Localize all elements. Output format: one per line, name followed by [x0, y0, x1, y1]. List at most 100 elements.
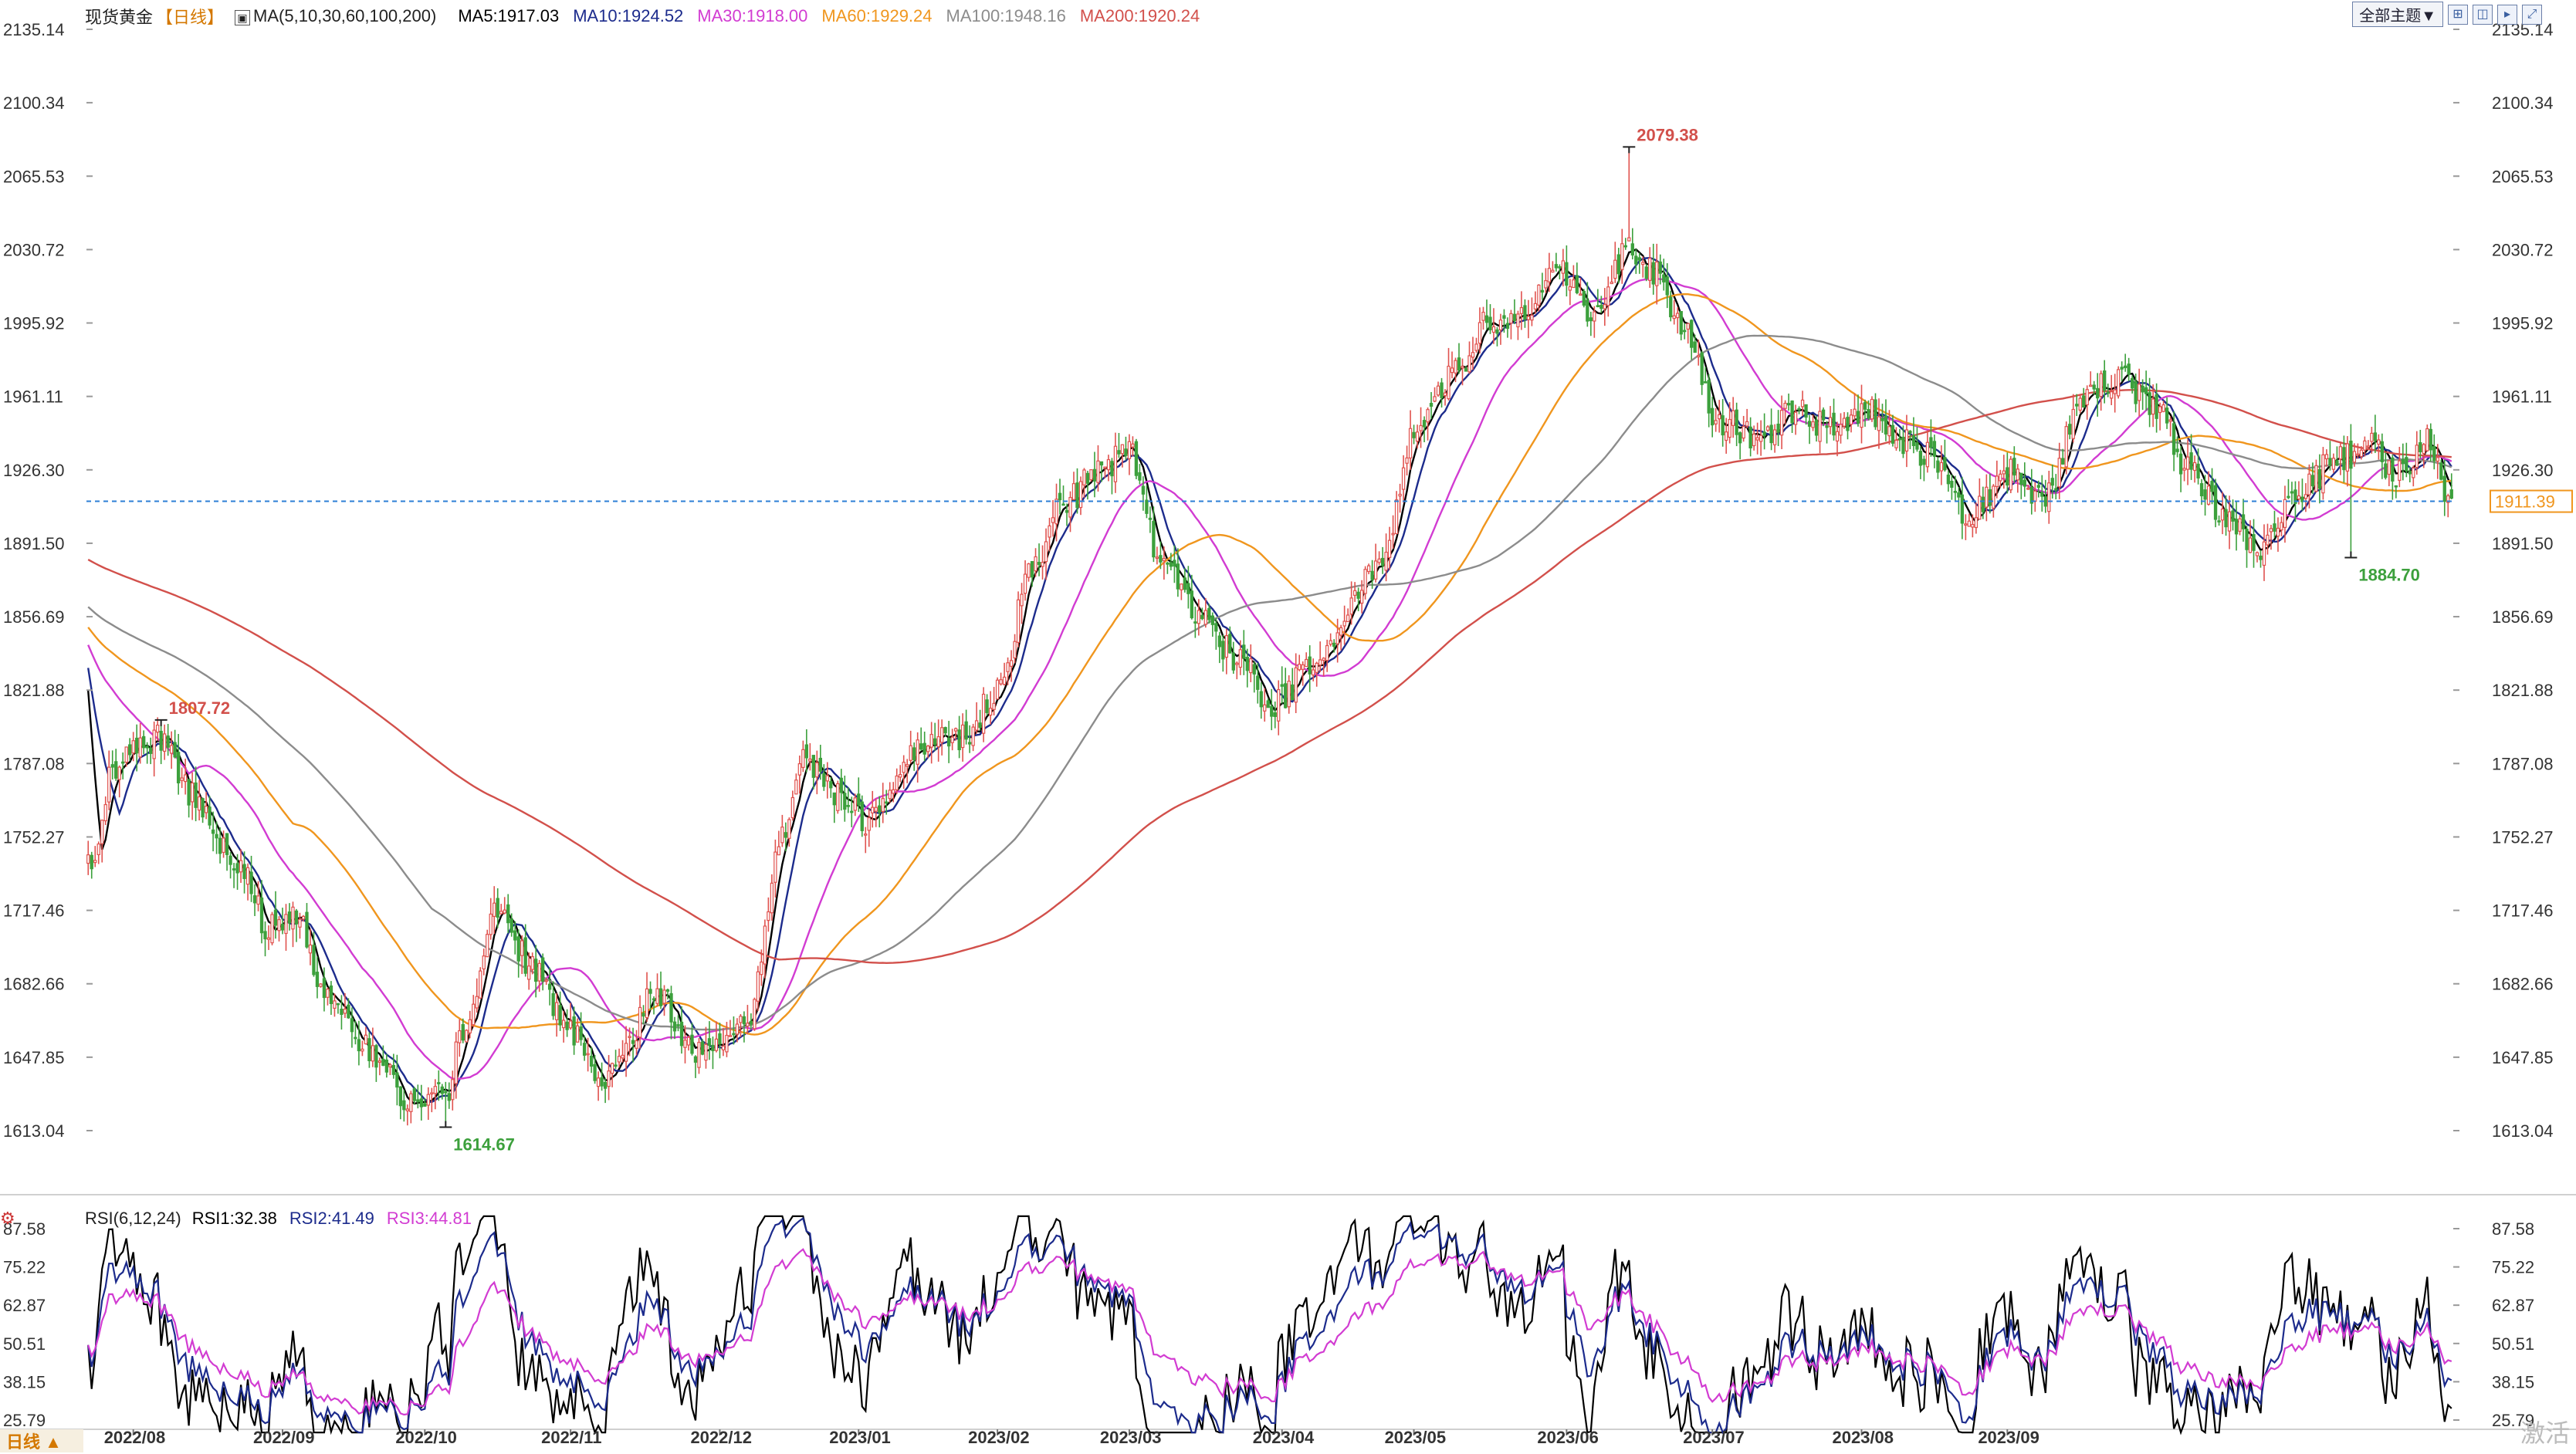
rsi-line-rsi1 — [87, 1215, 2452, 1435]
gear-icon[interactable]: ⚙ — [0, 1209, 15, 1228]
candle-body — [496, 898, 499, 918]
candle-body — [1058, 492, 1062, 501]
candle-body — [967, 742, 972, 745]
candle-body — [648, 989, 652, 994]
candle-body — [204, 806, 208, 813]
candle-body — [2287, 495, 2290, 499]
candle-body — [2130, 377, 2134, 389]
candle-body — [1159, 555, 1163, 563]
candle-body — [1512, 313, 1517, 322]
candle-body — [2178, 453, 2183, 475]
theme-select-button[interactable]: 全部主题▼ — [2352, 2, 2443, 27]
candle-body — [1811, 421, 1815, 428]
candle-body — [763, 925, 767, 965]
candle-body — [2206, 485, 2211, 505]
candle-body — [1894, 439, 1898, 448]
candle-body — [1284, 683, 1288, 708]
candle-body — [2429, 428, 2432, 451]
candle-body — [1370, 570, 1374, 580]
candle-body — [1745, 421, 1749, 427]
candle-body — [888, 790, 892, 800]
price-tick-label-left: 1752.27 — [3, 827, 65, 847]
candle-body — [1554, 264, 1559, 269]
candle-body — [1870, 398, 1874, 420]
moving-average-lines — [87, 248, 2452, 1105]
next-icon[interactable]: ▸ — [2497, 4, 2517, 25]
candle-body — [340, 1009, 344, 1015]
candle-body — [239, 860, 243, 873]
candle-body — [1634, 255, 1638, 265]
candle-body — [1155, 556, 1159, 560]
candle-body — [697, 1042, 701, 1068]
candle-body — [2373, 432, 2378, 441]
candle-body — [857, 793, 861, 806]
candle-body — [773, 851, 777, 883]
candle-body — [1748, 426, 1752, 448]
candle-body — [1436, 385, 1440, 396]
candle-body — [1294, 667, 1298, 703]
candle-body — [343, 1009, 347, 1014]
candle-body — [1349, 597, 1353, 615]
candle-body — [377, 1060, 382, 1063]
candle-body — [582, 1043, 587, 1056]
candle-body — [259, 897, 264, 934]
price-tick-label-left: 1647.85 — [3, 1048, 65, 1067]
candle-body — [398, 1086, 403, 1107]
grid-icon[interactable]: ⊞ — [2448, 4, 2468, 25]
candle-body — [1978, 495, 1982, 520]
candle-body — [249, 871, 253, 894]
candle-body — [1335, 632, 1339, 644]
candle-body — [173, 742, 177, 758]
candle-body — [1641, 262, 1645, 265]
candle-body — [686, 1036, 691, 1046]
candle-body — [1280, 684, 1284, 687]
candle-body — [190, 782, 195, 803]
candle-body — [1832, 412, 1836, 436]
ma-params: ▣ MA(5,10,30,60,100,200) — [235, 6, 447, 26]
candle-body — [1516, 313, 1520, 328]
candle-body — [2075, 404, 2079, 407]
candle-body — [1373, 560, 1378, 580]
candle-body — [2384, 463, 2388, 478]
period-button[interactable]: 日线 ▲ — [0, 1429, 83, 1452]
candle-body — [621, 1054, 625, 1059]
candle-body — [1519, 307, 1524, 314]
candle-body — [1113, 445, 1118, 482]
candle-body — [2446, 495, 2450, 503]
candle-body — [881, 798, 885, 813]
candle-body — [1082, 469, 1086, 485]
candle-body — [1085, 472, 1090, 484]
candle-body — [780, 827, 784, 844]
candle-body — [1051, 517, 1055, 523]
candle-body — [2113, 389, 2117, 394]
candle-body — [953, 728, 958, 732]
expand-icon[interactable]: ⤢ — [2522, 4, 2542, 25]
candle-body — [767, 911, 770, 921]
price-tick-label-left: 1961.11 — [3, 387, 63, 407]
candle-body — [1009, 660, 1014, 667]
indicator-icon[interactable]: ▣ — [235, 10, 251, 25]
candle-body — [1491, 326, 1496, 333]
candle-body — [180, 777, 184, 781]
candle-body — [1922, 458, 1926, 465]
candle-body — [1065, 509, 1069, 513]
candle-body — [1256, 675, 1260, 690]
rsi-values: RSI1:32.38 RSI2:41.49 RSI3:44.81 — [192, 1209, 484, 1229]
candle-body — [1339, 627, 1343, 636]
split-icon[interactable]: ◫ — [2473, 4, 2493, 25]
candle-body — [1478, 322, 1482, 344]
candle-body — [2425, 428, 2429, 451]
candle-body — [215, 834, 218, 839]
candle-body — [2269, 528, 2273, 533]
candle-body — [2436, 457, 2439, 462]
candle-body — [1048, 525, 1051, 538]
candle-body — [2224, 509, 2228, 528]
candle-body — [1697, 355, 1701, 357]
date-axis: 2022/08 2022/09 2022/10 2022/11 2022/12 2023/… — [104, 1428, 2039, 1447]
candle-body — [2245, 529, 2249, 550]
candle-body — [1124, 448, 1128, 456]
price-tick-label-right: 1821.88 — [2492, 681, 2554, 700]
candle-body — [1013, 641, 1017, 659]
candle-body — [1606, 286, 1610, 306]
